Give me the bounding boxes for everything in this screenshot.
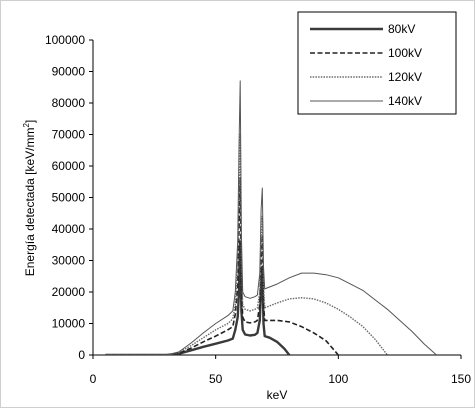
y-tick-label: 30000 — [52, 254, 86, 268]
legend: 80kV 100kV 120kV 140kV — [297, 11, 457, 115]
legend-label-120kv: 120kV — [388, 70, 422, 84]
y-tick-label: 60000 — [52, 159, 86, 173]
y-tick-label: 10000 — [52, 317, 86, 331]
series-group — [105, 80, 437, 355]
y-axis-label-main: Energía detectada [keV/mm — [23, 128, 37, 277]
legend-box — [297, 11, 457, 115]
y-axis-label-superscript: 2 — [22, 123, 31, 128]
series-line-120kv — [105, 133, 388, 355]
legend-label-100kv: 100kV — [388, 46, 422, 60]
series-line-80kv — [105, 240, 291, 355]
y-tick-label: 80000 — [52, 96, 86, 110]
y-tick-label: 70000 — [52, 128, 86, 142]
series-line-140kv — [105, 80, 437, 355]
x-tick-label: 150 — [451, 372, 471, 386]
y-axis: 0 10000 20000 30000 40000 50000 60000 70000 8000… — [45, 33, 94, 362]
x-tick-label: 100 — [328, 372, 348, 386]
y-tick-label: 100000 — [45, 33, 85, 47]
y-axis-label: Energía detectada [keV/mm2] — [22, 120, 37, 277]
x-tick-label: 0 — [90, 372, 97, 386]
y-tick-label: 40000 — [52, 222, 86, 236]
x-axis-label: keV — [267, 388, 288, 402]
y-axis-label-suffix: ] — [23, 120, 37, 123]
legend-label-80kv: 80kV — [388, 22, 415, 36]
y-tick-label: 90000 — [52, 65, 86, 79]
y-tick-label: 20000 — [52, 285, 86, 299]
x-tick-label: 50 — [209, 372, 223, 386]
y-tick-label: 50000 — [52, 191, 86, 205]
y-tick-label: 0 — [78, 348, 85, 362]
legend-label-140kv: 140kV — [388, 94, 422, 108]
series-line-100kv — [105, 177, 339, 355]
